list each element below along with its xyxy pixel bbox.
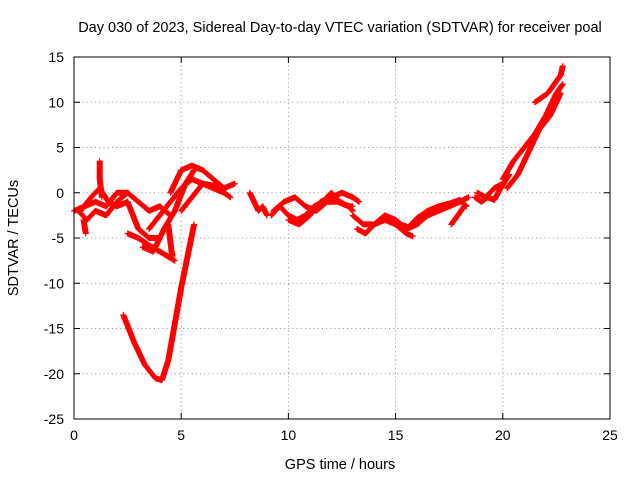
x-tick-label: 5 — [177, 427, 185, 443]
marker-trace — [75, 189, 131, 223]
series-arc-p — [285, 189, 363, 228]
marker-trace — [96, 158, 105, 201]
marker-trace — [354, 216, 416, 240]
chart-title: Day 030 of 2023, Sidereal Day-to-day VTE… — [78, 20, 602, 36]
y-tick-label: -20 — [44, 366, 64, 382]
marker-trace — [246, 189, 270, 219]
marker-trace — [448, 203, 468, 228]
marker-trace — [178, 180, 234, 214]
series-arc-l — [120, 221, 198, 384]
series-arc-r — [354, 216, 416, 240]
y-tick-label: 15 — [48, 49, 64, 65]
x-tick-label: 20 — [495, 427, 511, 443]
series-arc-m — [246, 189, 270, 219]
marker-trace — [532, 63, 566, 106]
series-arc-w — [499, 81, 566, 183]
y-tick-label: -10 — [44, 275, 64, 291]
y-tick-label: -25 — [44, 411, 64, 427]
series-arc-e — [80, 216, 89, 237]
marker-trace — [165, 221, 176, 260]
y-tick-label: 10 — [48, 94, 64, 110]
marker-trace — [474, 180, 506, 201]
y-tick-label: -15 — [44, 321, 64, 337]
series-arc-x — [504, 90, 564, 192]
series-arc-t — [448, 203, 468, 228]
series-arc-v — [474, 180, 506, 201]
series-arc-d — [96, 158, 105, 201]
marker-trace — [504, 90, 564, 192]
marker-trace — [285, 189, 363, 228]
x-tick-label: 15 — [388, 427, 404, 443]
y-axis-label: SDTVAR / TECUs — [6, 180, 22, 296]
y-tick-label: 5 — [56, 140, 64, 156]
grid-lines — [74, 57, 610, 419]
axis-ticks — [73, 56, 611, 420]
marker-trace — [120, 221, 198, 384]
series-arc-k — [165, 221, 176, 260]
series-arc-j — [178, 180, 234, 214]
series-arc-s — [396, 197, 470, 231]
series-arc-y — [532, 63, 566, 106]
series-arc-c — [75, 189, 131, 223]
marker-trace — [167, 162, 228, 196]
y-tick-label: -5 — [52, 230, 65, 246]
x-tick-label: 10 — [281, 427, 297, 443]
marker-trace — [80, 216, 89, 237]
data-markers — [71, 63, 566, 384]
y-tick-label: 0 — [56, 185, 64, 201]
y-tick-labels: -25 -20 -15 -10 -5 0 5 10 15 — [44, 49, 64, 427]
marker-trace — [396, 197, 470, 231]
marker-trace — [499, 81, 566, 183]
x-tick-label: 25 — [602, 427, 618, 443]
x-tick-labels: 0 5 10 15 20 25 — [70, 427, 618, 443]
x-tick-label: 0 — [70, 427, 78, 443]
series-arc-i — [167, 162, 228, 196]
x-axis-label: GPS time / hours — [285, 457, 395, 473]
